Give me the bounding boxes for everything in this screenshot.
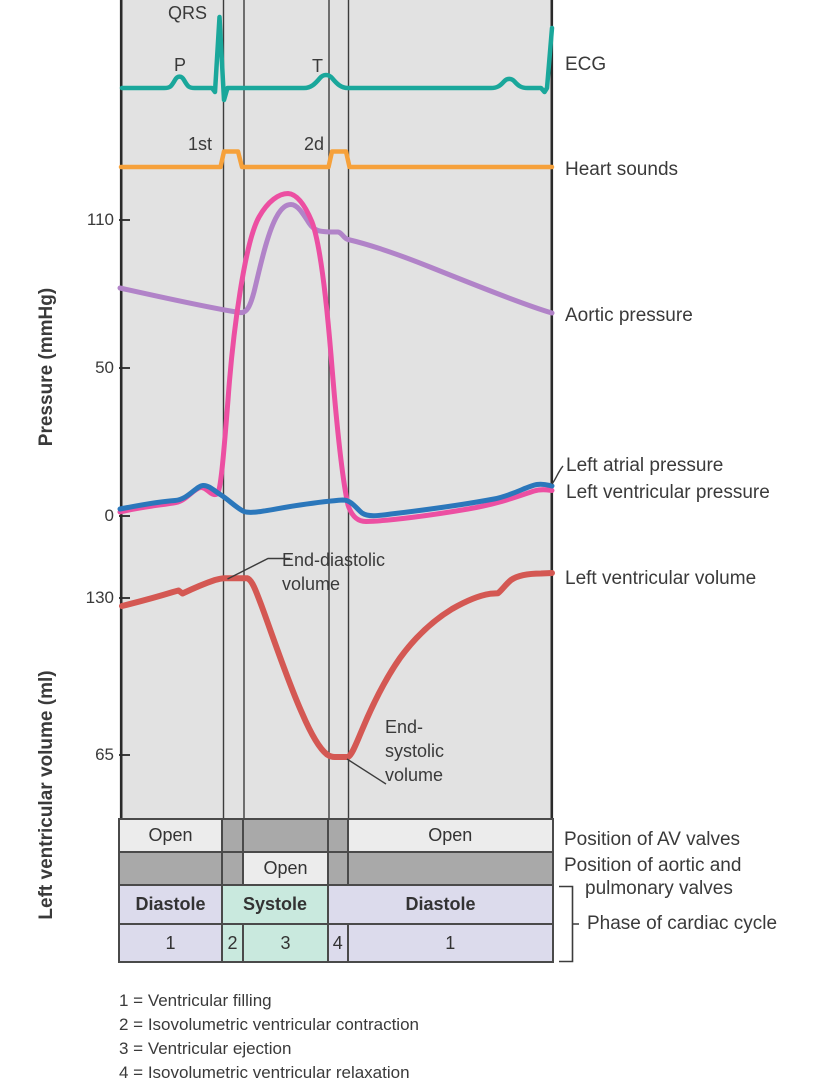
aortic-valves-open-cell: Open xyxy=(244,853,327,884)
volume-tick-130: 130 xyxy=(85,588,114,607)
phase-bracket xyxy=(559,885,579,963)
lv-volume-curve xyxy=(119,570,555,760)
systole-cell: Systole xyxy=(223,886,327,923)
aortic-valves-closed-cell xyxy=(120,853,221,884)
lv-pressure-curve xyxy=(117,191,555,524)
aortic-valves-closed-cell xyxy=(223,853,242,884)
volume-tick-65: 65 xyxy=(95,745,114,764)
phase-3-cell: 3 xyxy=(244,925,327,961)
legend-phase-4: 4 = Isovolumetric ventricular relaxation xyxy=(119,1063,410,1082)
av-valves-closed-cell xyxy=(244,820,327,851)
first-sound-label: 1st xyxy=(188,134,213,154)
phase-2-cell: 2 xyxy=(223,925,242,961)
legend-phase-3: 3 = Ventricular ejection xyxy=(119,1039,292,1058)
aortic-valves-position-label-line2: pulmonary valves xyxy=(585,878,733,899)
pressure-tick-110: 110 xyxy=(86,210,114,229)
av-valves-position-label: Position of AV valves xyxy=(564,829,741,850)
av-valves-closed-cell xyxy=(223,820,242,851)
aortic-valves-closed-cell xyxy=(348,853,552,884)
t-wave-label: T xyxy=(312,56,323,76)
pressure-tick-0: 0 xyxy=(104,506,114,525)
ecg-label: ECG xyxy=(565,54,607,75)
phase-1-cell-right: 1 xyxy=(348,925,552,961)
end-diastolic-volume-annotation: End-diastolic volume xyxy=(282,550,386,594)
diastole-cell-right: Diastole xyxy=(329,886,552,923)
legend-phase-2: 2 = Isovolumetric ventricular contractio… xyxy=(119,1015,419,1034)
lv-volume-label: Left ventricular volume xyxy=(565,568,757,589)
phase-1-cell: 1 xyxy=(120,925,221,961)
aortic-pressure-label: Aortic pressure xyxy=(565,305,693,326)
av-valves-open-right-cell: Open xyxy=(348,820,552,851)
edv-pointer-line xyxy=(227,557,290,580)
second-sound-label: 2d xyxy=(304,134,325,154)
heart-sounds-curve xyxy=(118,149,555,170)
diastole-cell-left: Diastole xyxy=(120,886,221,923)
av-valves-open-left-cell: Open xyxy=(120,820,221,851)
heart-sounds-label: Heart sounds xyxy=(565,159,679,180)
left-ventricular-pressure-label: Left ventricular pressure xyxy=(566,482,770,503)
phase-boundary-lines xyxy=(222,0,350,818)
left-atrial-pressure-label: Left atrial pressure xyxy=(566,455,724,476)
volume-axis-title: Left ventricular volume (ml) xyxy=(36,670,57,920)
p-wave-label: P xyxy=(174,55,187,75)
aortic-valves-closed-cell xyxy=(329,853,347,884)
esv-pointer-line xyxy=(346,758,387,785)
axis-ticks xyxy=(119,219,130,756)
av-valves-closed-cell xyxy=(329,820,347,851)
ecg-curve xyxy=(119,14,555,103)
aortic-pressure-curve xyxy=(117,202,555,316)
valve-phase-table: Open Open Open Diastole Systole Diastole… xyxy=(118,818,554,963)
legend-phase-1: 1 = Ventricular filling xyxy=(119,991,272,1010)
phase-of-cardiac-cycle-label: Phase of cardiac cycle xyxy=(587,913,778,934)
pressure-tick-50: 50 xyxy=(95,358,114,377)
la-pointer-line xyxy=(551,465,564,485)
end-systolic-volume-annotation: End- systolic volume xyxy=(385,717,445,785)
la-pressure-curve xyxy=(117,481,555,519)
qrs-label: QRS xyxy=(168,3,208,23)
phase-4-cell: 4 xyxy=(329,925,347,961)
pressure-axis-title: Pressure (mmHg) xyxy=(36,287,57,447)
aortic-valves-position-label-line1: Position of aortic and xyxy=(564,855,742,876)
plot-frame xyxy=(119,0,554,963)
